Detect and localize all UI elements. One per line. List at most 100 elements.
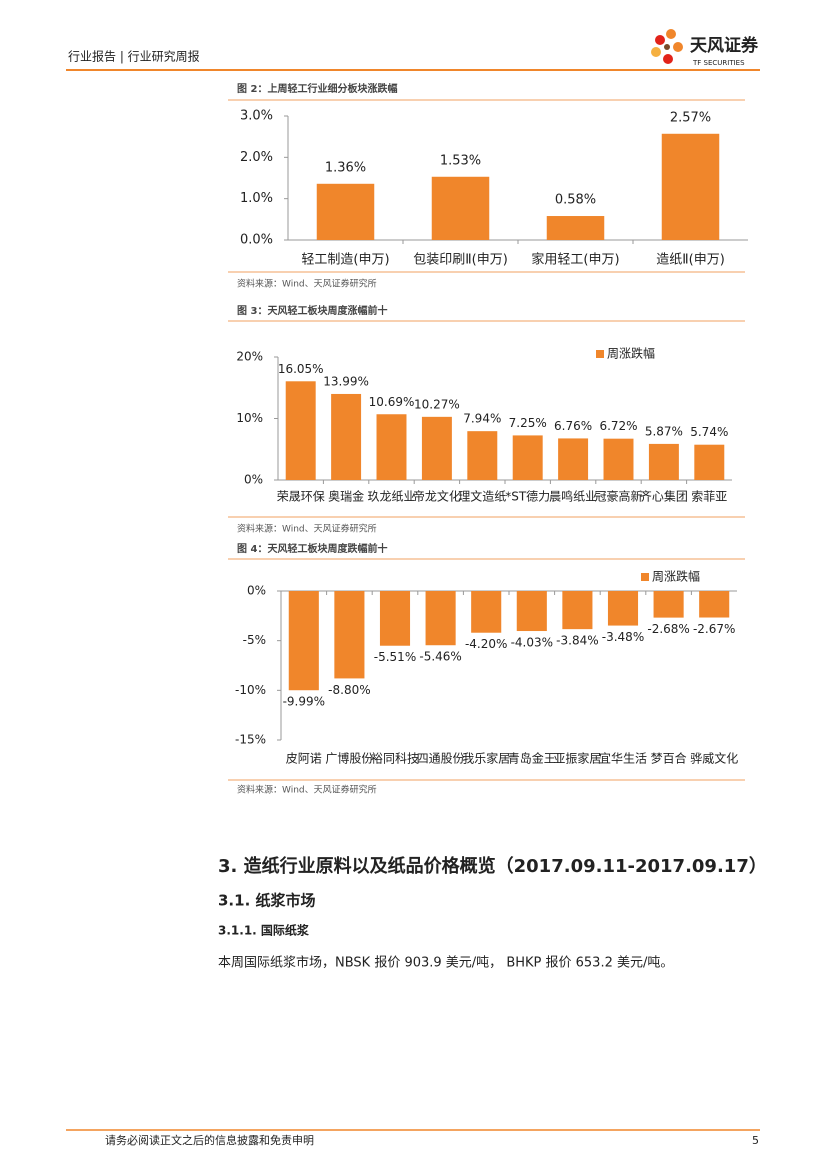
- data-label: 10.69%: [369, 395, 415, 409]
- bar: [285, 381, 316, 480]
- bar: [661, 133, 720, 240]
- x-tick-label: 轻工制造(申万): [301, 253, 389, 268]
- bar: [431, 176, 490, 240]
- y-tick-label: 0%: [244, 473, 263, 487]
- page-number: 5: [752, 1134, 759, 1147]
- section-heading: 3. 造纸行业原料以及纸品价格概览（2017.09.11-2017.09.17）: [218, 855, 767, 877]
- footer-disclaimer: 请务必阅读正文之后的信息披露和免责申明: [105, 1133, 314, 1147]
- bar: [607, 591, 639, 626]
- chart-caption: 图 2：上周轻工行业细分板块涨跌幅: [237, 82, 397, 95]
- x-tick-label: 我乐家居: [462, 751, 510, 766]
- y-tick-label: -5%: [243, 633, 266, 647]
- bar: [316, 183, 375, 240]
- data-label: 13.99%: [323, 374, 369, 388]
- data-label: 16.05%: [278, 362, 324, 376]
- bar: [421, 416, 452, 480]
- chart-source: 资料来源：Wind、天风证券研究所: [237, 523, 377, 535]
- legend-label: 周涨跌幅: [652, 569, 700, 584]
- x-tick-label: 广博股份: [325, 751, 373, 766]
- chart-source: 资料来源：Wind、天风证券研究所: [237, 784, 377, 796]
- data-label: 5.74%: [690, 425, 728, 439]
- bar: [288, 591, 319, 691]
- x-tick-label: 青岛金王: [508, 751, 556, 766]
- bar: [699, 591, 730, 618]
- x-tick-label: 骅威文化: [690, 751, 738, 766]
- bar: [648, 443, 679, 480]
- bar: [694, 444, 725, 480]
- data-label: -5.46%: [419, 650, 461, 664]
- bar: [653, 591, 684, 618]
- data-label: -9.99%: [283, 695, 325, 709]
- x-tick-label: 皮阿诺: [286, 752, 322, 766]
- chart-source: 资料来源：Wind、天风证券研究所: [237, 278, 377, 290]
- data-label: 7.25%: [509, 416, 547, 430]
- x-tick-label: 帝龙文化: [413, 489, 461, 504]
- data-label: 6.72%: [599, 419, 637, 433]
- bar: [562, 591, 593, 630]
- x-tick-label: 齐心集团: [640, 489, 688, 504]
- data-label: -4.03%: [511, 636, 553, 650]
- data-label: 7.94%: [463, 412, 501, 426]
- section-subheading: 3.1. 纸浆市场: [218, 892, 316, 910]
- y-tick-label: 10%: [236, 411, 263, 425]
- bar: [467, 431, 498, 480]
- x-tick-label: 家用轻工(申万): [531, 252, 619, 268]
- y-tick-label: 0.0%: [240, 233, 273, 248]
- logo-icon: [651, 29, 683, 64]
- data-label: -2.68%: [647, 622, 689, 636]
- section-subsubheading: 3.1.1. 国际纸浆: [218, 923, 310, 938]
- header-left: 行业报告 | 行业研究周报: [68, 49, 200, 64]
- y-tick-label: 2.0%: [240, 150, 273, 165]
- bar: [603, 438, 634, 480]
- data-label: 1.36%: [325, 160, 366, 175]
- bar: [471, 591, 502, 633]
- x-tick-label: 造纸Ⅱ(申万): [656, 253, 725, 268]
- chart-caption: 图 3：天风轻工板块周度涨幅前十: [237, 304, 387, 317]
- data-label: 2.57%: [670, 110, 711, 125]
- data-label: -4.20%: [465, 637, 507, 651]
- y-tick-label: 1.0%: [240, 191, 273, 206]
- bar: [331, 393, 362, 480]
- bar: [334, 591, 365, 679]
- y-tick-label: -15%: [235, 733, 266, 747]
- x-tick-label: *ST德力: [505, 489, 550, 504]
- y-tick-label: 0%: [247, 584, 266, 598]
- bar: [516, 591, 547, 632]
- bar: [546, 216, 605, 240]
- x-tick-label: 玖龙纸业: [367, 490, 415, 504]
- x-tick-label: 裕同科技: [371, 751, 419, 766]
- x-tick-label: 理文造纸: [458, 489, 506, 504]
- data-label: 6.76%: [554, 419, 592, 433]
- bar: [376, 414, 407, 480]
- y-tick-label: -10%: [235, 683, 266, 697]
- bar: [425, 591, 456, 646]
- bar: [512, 435, 543, 480]
- x-tick-label: 晨鸣纸业: [549, 489, 597, 504]
- x-tick-label: 包装印刷Ⅱ(申万): [413, 253, 508, 268]
- data-label: -5.51%: [374, 650, 416, 664]
- bar: [379, 591, 411, 646]
- data-label: 5.87%: [645, 424, 683, 438]
- legend-label: 周涨跌幅: [607, 346, 655, 361]
- x-tick-label: 索菲亚: [691, 490, 727, 504]
- data-label: 1.53%: [440, 153, 481, 168]
- data-label: -3.48%: [602, 630, 644, 644]
- x-tick-label: 梦百合: [651, 751, 687, 766]
- legend-swatch: [641, 573, 649, 581]
- x-tick-label: 奥瑞金: [328, 489, 364, 504]
- x-tick-label: 四通股份: [417, 752, 465, 766]
- chart-caption: 图 4：天风轻工板块周度跌幅前十: [237, 542, 387, 555]
- data-label: -8.80%: [328, 683, 370, 697]
- x-tick-label: 冠豪高新: [594, 489, 642, 504]
- paragraph: 本周国际纸浆市场，NBSK 报价 903.9 美元/吨， BHKP 报价 653…: [218, 955, 673, 971]
- data-label: -3.84%: [556, 634, 598, 648]
- bar: [558, 438, 589, 480]
- legend-swatch: [596, 350, 604, 358]
- logo-sub: TF SECURITIES: [692, 59, 745, 67]
- data-label: 10.27%: [414, 397, 460, 411]
- data-label: 0.58%: [555, 193, 596, 208]
- x-tick-label: 宜华生活: [599, 751, 647, 766]
- x-tick-label: 荣晟环保: [277, 490, 325, 504]
